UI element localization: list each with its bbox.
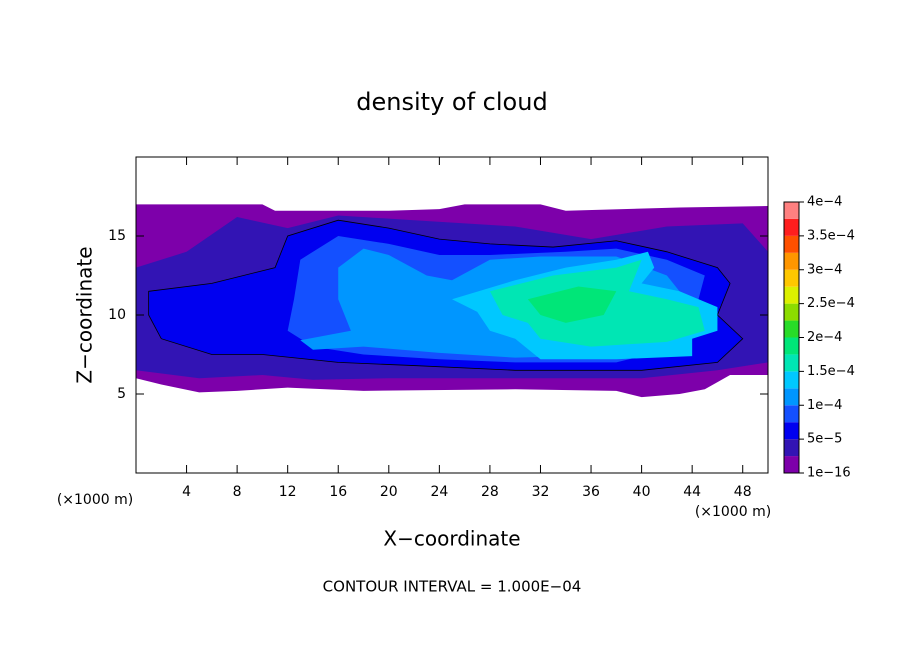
contour-region [527, 286, 617, 323]
colorbar-label: 2e−4 [807, 330, 842, 345]
x-tick-label: 24 [430, 484, 448, 500]
colorbar-swatch [784, 202, 799, 219]
x-tick-label: 36 [582, 484, 600, 500]
colorbar-swatch [784, 286, 799, 304]
x-tick-label: 48 [734, 484, 752, 500]
y-unit: (×1000 m) [57, 492, 133, 508]
colorbar-swatch [784, 439, 799, 457]
colorbar-swatch [784, 303, 799, 321]
x-tick-label: 44 [683, 484, 701, 500]
x-tick-label: 8 [233, 484, 242, 500]
colorbar-swatch [784, 388, 799, 406]
y-tick-label: 15 [108, 228, 126, 244]
colorbar-label: 2.5e−4 [807, 296, 855, 311]
x-tick-label: 32 [532, 484, 550, 500]
chart-title: density of cloud [356, 88, 547, 116]
x-tick-label: 16 [329, 484, 347, 500]
colorbar-swatch [784, 422, 799, 440]
colorbar-swatch [784, 371, 799, 389]
colorbar-swatch [784, 252, 799, 270]
x-tick-label: 4 [182, 484, 191, 500]
y-axis-label: Z−coordinate [73, 246, 97, 383]
colorbar-label: 1e−16 [807, 466, 851, 481]
colorbar-label: 1.5e−4 [807, 364, 855, 379]
colorbar-swatch [784, 405, 799, 423]
contour-note: CONTOUR INTERVAL = 1.000E−04 [323, 578, 582, 596]
y-tick-label: 5 [117, 386, 126, 402]
field [136, 204, 768, 398]
x-unit: (×1000 m) [695, 504, 771, 520]
x-tick-label: 12 [279, 484, 297, 500]
colorbar-swatch [784, 337, 799, 355]
colorbar-swatch [784, 218, 799, 236]
colorbar-swatch [784, 269, 799, 287]
colorbar-label: 3e−4 [807, 262, 842, 277]
colorbar-swatch [784, 235, 799, 253]
colorbar-swatch [784, 354, 799, 372]
colorbar-label: 1e−4 [807, 398, 842, 413]
colorbar-label: 3.5e−4 [807, 228, 855, 243]
x-tick-label: 40 [633, 484, 651, 500]
colorbar-label: 4e−4 [807, 195, 842, 210]
x-tick-label: 20 [380, 484, 398, 500]
y-tick-label: 10 [108, 307, 126, 323]
axes: 4 8 12 16 20 24 28 32 36 40 44 48510151e−165e−51e−4… [108, 156, 855, 500]
x-axis-label: X−coordinate [383, 527, 520, 551]
colorbar-swatch [784, 456, 799, 473]
colorbar-swatch [784, 320, 799, 338]
x-tick-label: 28 [481, 484, 499, 500]
colorbar-label: 5e−5 [807, 432, 842, 447]
